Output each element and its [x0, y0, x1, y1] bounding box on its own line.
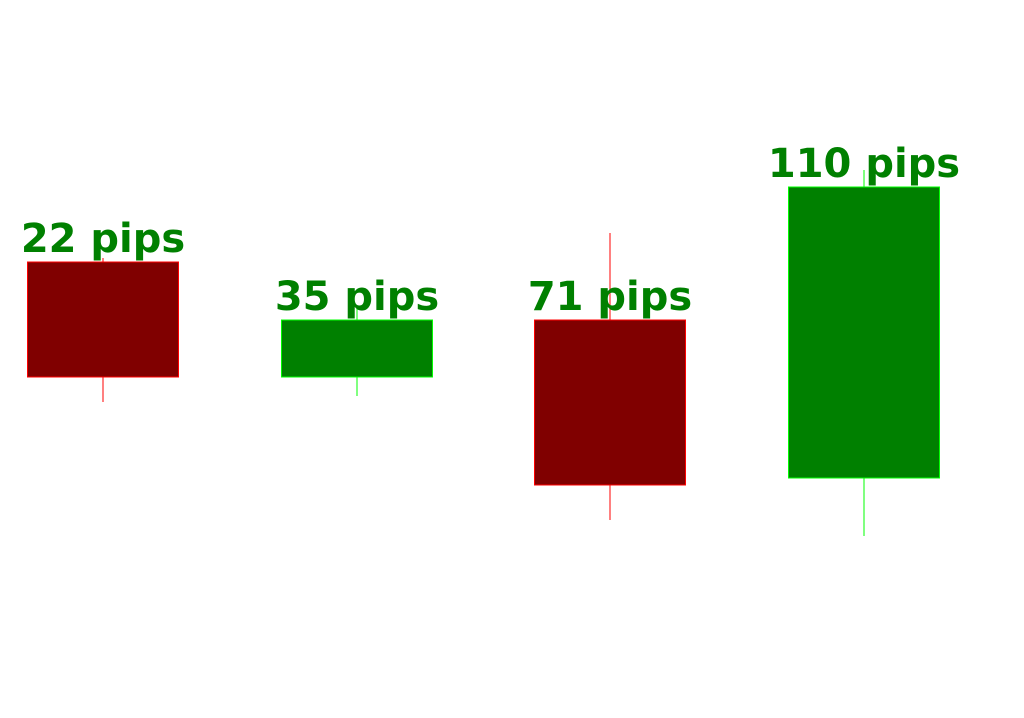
candle-pip-label: 35 pips [275, 274, 439, 320]
candle-body [788, 186, 940, 479]
candle-pip-label: 110 pips [768, 141, 960, 187]
candle-pip-label: 71 pips [528, 274, 692, 320]
candle-2: 35 pips [275, 274, 439, 396]
candle-3: 71 pips [528, 233, 692, 520]
candle-pip-label: 22 pips [21, 216, 185, 262]
candle-body [27, 261, 179, 378]
candle-body [281, 319, 433, 378]
candle-1: 22 pips [21, 216, 185, 402]
candle-body [534, 319, 686, 486]
candle-4: 110 pips [768, 141, 960, 536]
